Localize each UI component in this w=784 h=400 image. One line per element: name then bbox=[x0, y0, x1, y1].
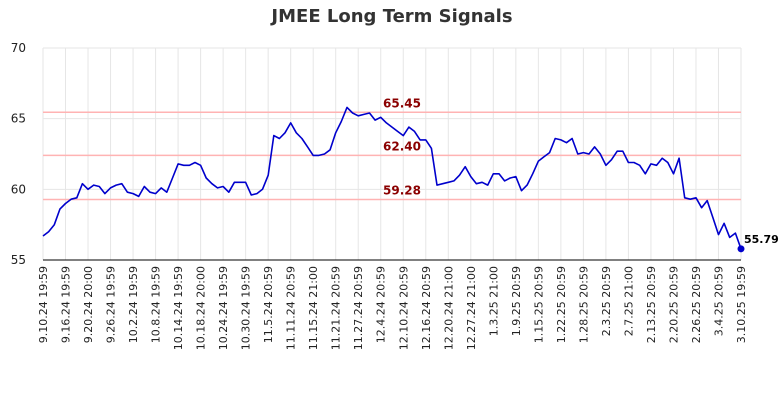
x-tick-label: 1.3.25 21:00 bbox=[487, 266, 500, 336]
axes: 55 60 65 70 9.10.24 19:59 9.16.24 19:59 9.20.2… bbox=[11, 41, 748, 350]
x-tick-label: 11.15.24 21:00 bbox=[307, 266, 320, 350]
x-tick-label: 9.16.24 19:59 bbox=[60, 266, 73, 343]
x-tick-label: 1.28.25 20:59 bbox=[577, 266, 590, 343]
x-tick-label: 2.3.25 20:59 bbox=[600, 266, 613, 336]
reference-label: 65.45 bbox=[383, 96, 421, 110]
x-tick-label: 2.7.25 21:00 bbox=[622, 266, 635, 336]
x-tick-label: 10.8.24 19:59 bbox=[150, 266, 163, 343]
x-tick-label: 1.9.25 20:59 bbox=[510, 266, 523, 336]
x-tick-label: 9.20.24 20:00 bbox=[82, 266, 95, 343]
x-tick-label: 12.27.24 21:00 bbox=[465, 266, 478, 350]
labels: 65.45 62.40 59.28 55.79 bbox=[383, 96, 779, 246]
x-tick-label: 10.2.24 19:59 bbox=[127, 266, 140, 343]
x-tick-label: 12.10.24 20:59 bbox=[397, 266, 410, 350]
last-value-label: 55.79 bbox=[744, 233, 779, 246]
series bbox=[42, 106, 745, 253]
x-tick-label: 9.10.24 19:59 bbox=[37, 266, 50, 343]
grid bbox=[42, 47, 742, 261]
x-tick-label: 2.20.25 20:59 bbox=[667, 266, 680, 343]
y-tick-label: 70 bbox=[11, 41, 26, 55]
series-line bbox=[42, 106, 742, 250]
x-tick-label: 2.13.25 20:59 bbox=[645, 266, 658, 343]
y-tick-label: 65 bbox=[11, 112, 26, 126]
x-tick-label: 10.18.24 20:00 bbox=[195, 266, 208, 350]
reference-label: 62.40 bbox=[383, 139, 421, 153]
x-tick-label: 3.4.25 20:59 bbox=[712, 266, 725, 336]
x-tick-label: 12.16.24 20:59 bbox=[420, 266, 433, 350]
x-tick-label: 1.22.25 20:59 bbox=[555, 266, 568, 343]
x-tick-label: 11.21.24 20:59 bbox=[330, 266, 343, 350]
chart-title: JMEE Long Term Signals bbox=[271, 6, 513, 27]
reference-label: 59.28 bbox=[383, 184, 421, 198]
x-tick-label: 1.15.25 20:59 bbox=[532, 266, 545, 343]
x-tick-label: 9.26.24 19:59 bbox=[105, 266, 118, 343]
x-tick-label: 2.26.25 20:59 bbox=[690, 266, 703, 343]
x-tick-label: 12.4.24 20:59 bbox=[375, 266, 388, 343]
y-tick-label: 55 bbox=[11, 253, 26, 267]
x-tick-label: 11.27.24 20:59 bbox=[352, 266, 365, 350]
x-tick-label: 10.14.24 19:59 bbox=[172, 266, 185, 350]
x-tick-label: 11.11.24 20:59 bbox=[285, 266, 298, 350]
y-tick-label: 60 bbox=[11, 182, 26, 196]
x-tick-label: 10.24.24 19:59 bbox=[217, 266, 230, 350]
x-tick-label: 3.10.25 19:59 bbox=[735, 266, 748, 343]
x-tick-label: 12.20.24 21:00 bbox=[442, 266, 455, 350]
last-point-marker bbox=[737, 245, 745, 253]
x-tick-label: 10.30.24 19:59 bbox=[240, 266, 253, 350]
x-tick-label: 11.5.24 20:59 bbox=[262, 266, 275, 343]
